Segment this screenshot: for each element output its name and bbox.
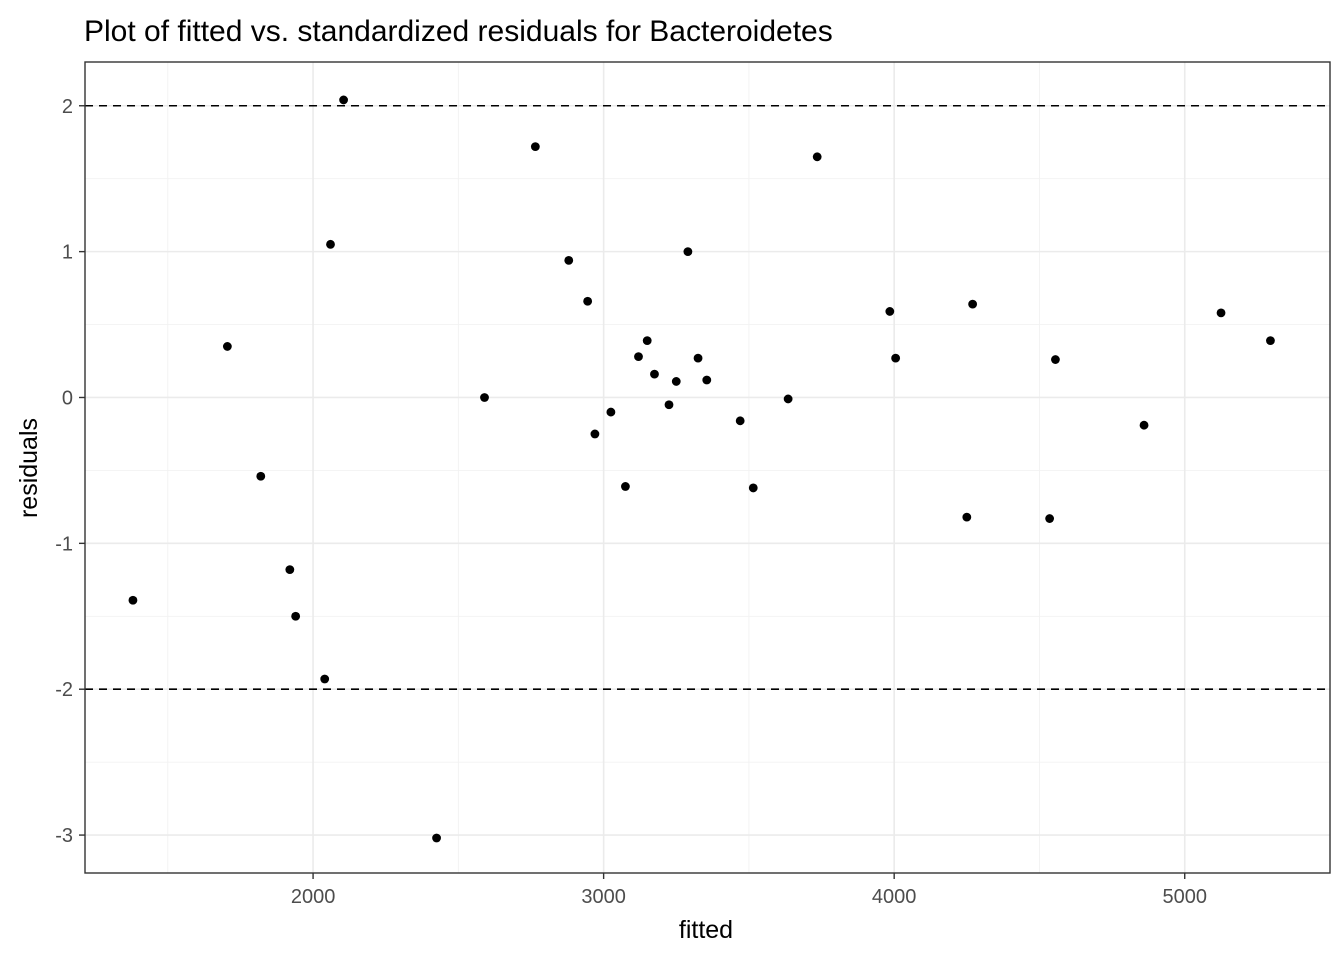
- data-point: [650, 369, 659, 379]
- y-tick-label: -2: [55, 679, 73, 701]
- data-point: [642, 336, 652, 345]
- data-point: [564, 255, 574, 265]
- data-point: [621, 482, 630, 491]
- data-point: [285, 565, 295, 575]
- data-point: [583, 296, 593, 306]
- data-point: [968, 299, 978, 309]
- y-tick-label: -3: [55, 825, 73, 847]
- data-point: [432, 833, 441, 843]
- x-tick-label: 4000: [872, 886, 917, 908]
- x-tick-label: 3000: [581, 886, 626, 908]
- data-point: [891, 353, 901, 363]
- minor-gridlines: [85, 62, 1331, 873]
- data-point: [480, 393, 489, 402]
- y-axis-ticks: -3 -2 -1 0 1 2: [55, 96, 85, 847]
- data-point: [291, 611, 301, 621]
- data-point: [530, 142, 540, 152]
- data-points: [128, 95, 1275, 843]
- data-point: [128, 595, 138, 605]
- panel-border: [84, 61, 1331, 874]
- data-point: [671, 377, 681, 386]
- major-gridlines: [85, 62, 1330, 873]
- data-point: [683, 247, 693, 257]
- data-point: [962, 512, 972, 522]
- data-point: [1216, 308, 1226, 318]
- data-point: [634, 352, 643, 362]
- data-point: [606, 407, 616, 417]
- data-point: [812, 152, 822, 162]
- chart-title: Plot of fitted vs. standardized residual…: [84, 15, 833, 48]
- x-tick-label: 2000: [291, 886, 336, 908]
- x-axis-ticks: 2000 3000 4000 5000: [291, 873, 1207, 908]
- data-point: [1266, 336, 1275, 345]
- y-tick-label: 2: [62, 96, 73, 118]
- data-point: [256, 471, 266, 481]
- data-point: [735, 416, 745, 426]
- data-point: [664, 400, 674, 410]
- data-point: [222, 342, 232, 351]
- data-point: [885, 307, 895, 316]
- y-axis-title: residuals: [15, 418, 43, 518]
- y-tick-label: 1: [62, 242, 73, 264]
- data-point: [326, 239, 335, 249]
- data-point: [1051, 355, 1060, 364]
- data-point: [702, 375, 712, 385]
- data-point: [783, 394, 793, 404]
- y-tick-label: 0: [62, 387, 73, 409]
- data-point: [320, 674, 330, 684]
- data-point: [1139, 420, 1149, 430]
- data-point: [748, 483, 758, 493]
- data-point: [1045, 514, 1055, 523]
- data-point: [339, 95, 348, 105]
- y-tick-label: -1: [55, 533, 73, 555]
- x-tick-label: 5000: [1162, 886, 1207, 908]
- data-point: [693, 353, 703, 363]
- data-point: [590, 429, 600, 439]
- x-axis-title: fitted: [679, 916, 733, 944]
- reference-lines: [85, 104, 1330, 691]
